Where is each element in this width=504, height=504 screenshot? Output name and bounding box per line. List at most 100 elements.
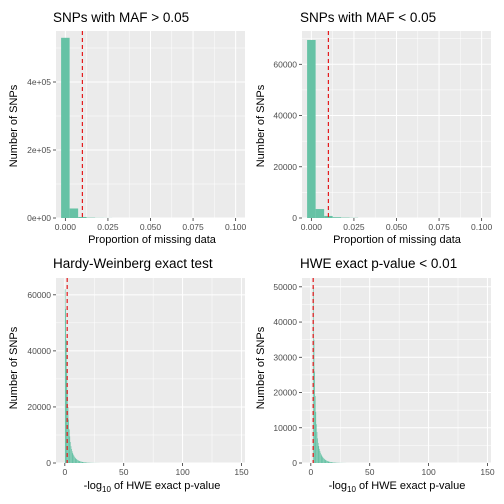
y-axis: 0e+00 2e+05 4e+05: [27, 77, 56, 223]
histogram-bar: [323, 458, 325, 463]
x-axis-title-prefix: -log: [329, 480, 347, 492]
panel-title: Hardy-Weinberg exact test: [53, 256, 213, 271]
y-tick-label: 30000: [273, 352, 297, 362]
histogram-bar: [80, 461, 82, 463]
histogram-bar: [82, 462, 84, 463]
y-tick-label: 40000: [273, 317, 297, 327]
y-tick-label: 20000: [27, 402, 51, 412]
x-axis-title-suffix: of HWE exact p-value: [111, 480, 220, 492]
y-axis-title: Number of SNPs: [8, 326, 20, 409]
histogram-bar: [71, 448, 72, 463]
histogram-bar: [318, 446, 320, 463]
x-axis-title: Proportion of missing data: [333, 234, 462, 246]
histogram-bar: [84, 462, 86, 463]
histogram-bar: [316, 424, 317, 463]
histogram-bar: [332, 462, 333, 463]
y-tick-label: 0: [292, 213, 297, 223]
y-tick-label: 60000: [27, 290, 51, 300]
y-tick-label: 40000: [273, 111, 297, 121]
y-tick-label: 50000: [273, 282, 297, 292]
histogram-bar: [321, 455, 323, 463]
histogram-bar: [330, 462, 331, 463]
x-tick-label: 0.000: [55, 222, 77, 232]
y-axis: 0 20000 40000 60000: [273, 59, 302, 223]
histogram-bar: [77, 459, 78, 463]
x-tick-label: 50: [365, 467, 375, 477]
histogram-bar: [61, 37, 70, 218]
plot-area: [56, 278, 245, 464]
y-tick-label: 0: [292, 458, 297, 468]
panel-title: HWE exact p-value < 0.01: [300, 256, 457, 271]
panel-background: [302, 278, 491, 463]
x-tick-label: 0.025: [343, 222, 365, 232]
histogram-bar: [75, 458, 77, 463]
histogram-bar: [323, 458, 324, 463]
histogram-bar: [322, 456, 323, 463]
y-tick-label: 20000: [273, 388, 297, 398]
histogram-bar: [76, 459, 78, 463]
histogram-bar: [313, 339, 315, 463]
histogram-bars: [313, 286, 347, 463]
histogram-bar: [69, 436, 71, 463]
histogram-bar: [67, 406, 69, 463]
x-tick-label: 100: [175, 467, 189, 477]
histogram-bar: [326, 460, 328, 463]
histogram-bar: [307, 39, 316, 218]
histogram-bar: [74, 457, 76, 463]
x-tick-label: 0.050: [140, 222, 162, 232]
x-axis-title: -log10 of HWE exact p-value: [329, 480, 466, 494]
x-tick-label: 0.050: [386, 222, 408, 232]
histogram-bar: [324, 459, 325, 463]
histogram-bar: [322, 457, 324, 463]
histogram-bar: [329, 461, 331, 463]
panel-hwe-significant: HWE exact p-value < 0.01 -log10 of HWE e…: [255, 256, 495, 494]
y-axis-title: Number of SNPs: [255, 84, 267, 167]
histogram-bar: [66, 370, 68, 463]
histogram-bar: [319, 448, 320, 463]
panel-background: [56, 278, 245, 463]
x-tick-label: 0.075: [182, 222, 204, 232]
plot-area: [56, 31, 245, 219]
histogram-bar: [77, 460, 79, 463]
histogram-bar: [74, 456, 75, 463]
panel-missing-maf-low: SNPs with MAF < 0.05 Proportion of missi…: [255, 10, 493, 246]
histogram-bar: [319, 451, 321, 463]
histogram-bar: [324, 459, 326, 463]
x-tick-label: 150: [234, 467, 248, 477]
histogram-bar: [332, 462, 334, 463]
histogram-bar: [315, 411, 317, 463]
histogram-bar: [332, 217, 342, 218]
y-axis-title: Number of SNPs: [8, 84, 20, 167]
y-tick-label: 60000: [273, 59, 297, 69]
histogram-bar: [70, 446, 72, 463]
histogram-bar: [317, 442, 319, 463]
histogram-bar: [69, 208, 79, 218]
histogram-bar: [83, 462, 84, 463]
x-tick-label: 150: [480, 467, 494, 477]
x-tick-label: 0: [62, 467, 67, 477]
y-tick-label: 0e+00: [27, 213, 51, 223]
histogram-bar: [73, 455, 75, 463]
panel-missing-maf-high: SNPs with MAF > 0.05 Proportion of missi…: [8, 10, 247, 246]
x-axis: 0.000 0.025 0.050 0.075 0.100: [55, 218, 247, 232]
histogram-bar: [70, 441, 71, 463]
histogram-bar: [80, 461, 81, 463]
histogram-bar: [68, 419, 69, 463]
histogram-bar: [326, 460, 327, 463]
x-tick-label: 0.100: [225, 222, 247, 232]
x-axis: 0.000 0.025 0.050 0.075 0.100: [301, 218, 493, 232]
y-tick-label: 2e+05: [27, 145, 51, 155]
x-axis-title: Proportion of missing data: [88, 234, 217, 246]
histogram-bar: [315, 209, 325, 218]
plot-area: [302, 278, 491, 464]
histogram-bar: [85, 462, 87, 463]
histogram-bar: [313, 286, 314, 463]
histogram-bar: [316, 431, 318, 463]
panel-title: SNPs with MAF > 0.05: [53, 10, 189, 25]
x-tick-label: 0.000: [301, 222, 323, 232]
histogram-bar: [327, 461, 329, 463]
x-tick-label: 100: [421, 467, 435, 477]
histogram-bar: [68, 429, 70, 463]
histogram-bar: [81, 461, 82, 463]
